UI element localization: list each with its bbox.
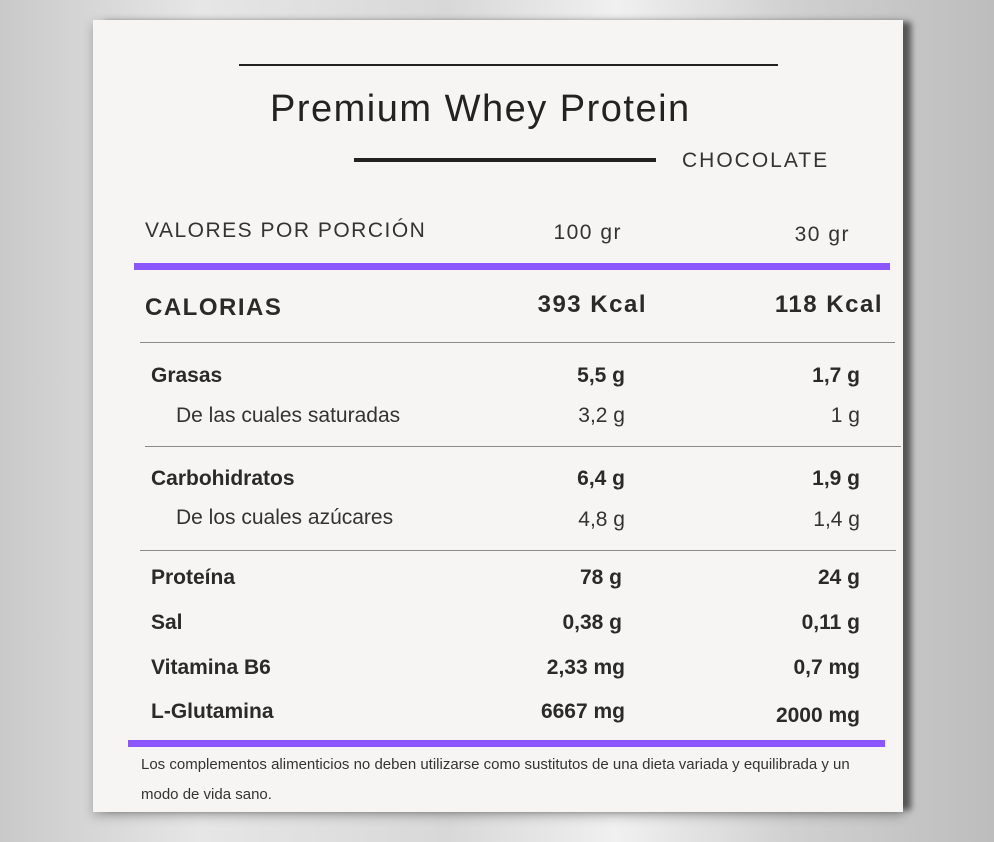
row-30g: 1,7 g: [812, 364, 860, 387]
row-30g: 1,9 g: [812, 467, 860, 490]
row-100g: 0,38 g: [562, 611, 622, 634]
row-30g: 24 g: [817, 566, 860, 589]
row-label: Sal: [151, 611, 183, 634]
row-100g: 6,4 g: [577, 467, 625, 490]
flavor-label: CHOCOLATE: [682, 149, 830, 172]
row-label: De los cuales azúcares: [176, 506, 394, 529]
calories-label: CALORIAS: [145, 294, 283, 321]
header-col-30g: 30 gr: [794, 223, 850, 246]
calories-100g: 393 Kcal: [537, 291, 647, 318]
row-100g: 5,5 g: [577, 364, 625, 387]
row-label: Proteína: [151, 566, 236, 589]
row-30g: 2000 mg: [775, 704, 860, 727]
row-label: Vitamina B6: [151, 656, 271, 679]
divider: [140, 550, 896, 551]
divider: [140, 342, 895, 343]
product-title: Premium Whey Protein: [270, 88, 691, 130]
footer-divider: [128, 740, 885, 747]
footnote: Los complementos alimenticios no deben u…: [141, 756, 850, 803]
row-100g: 3,2 g: [578, 404, 625, 427]
row-100g: 4,8 g: [578, 508, 625, 531]
row-30g: 0,11 g: [801, 611, 860, 634]
calories-30g: 118 Kcal: [774, 291, 883, 318]
row-30g: 0,7 mg: [793, 656, 860, 679]
header-label: VALORES POR PORCIÓN: [145, 219, 427, 242]
row-label: Grasas: [151, 364, 223, 387]
header-divider: [134, 263, 890, 270]
row-30g: 1 g: [830, 404, 860, 427]
row-label: De las cuales saturadas: [176, 404, 401, 427]
top-rule: [239, 64, 778, 66]
header-col-100g: 100 gr: [553, 221, 622, 244]
row-30g: 1,4 g: [813, 508, 860, 531]
flavor-rule: [354, 158, 656, 162]
row-100g: 6667 mg: [540, 700, 625, 723]
row-100g: 78 g: [579, 566, 622, 589]
nutrition-label: [93, 20, 903, 812]
row-label: Carbohidratos: [151, 467, 295, 490]
row-100g: 2,33 mg: [546, 656, 625, 679]
divider: [145, 446, 901, 447]
row-label: L-Glutamina: [151, 700, 274, 723]
